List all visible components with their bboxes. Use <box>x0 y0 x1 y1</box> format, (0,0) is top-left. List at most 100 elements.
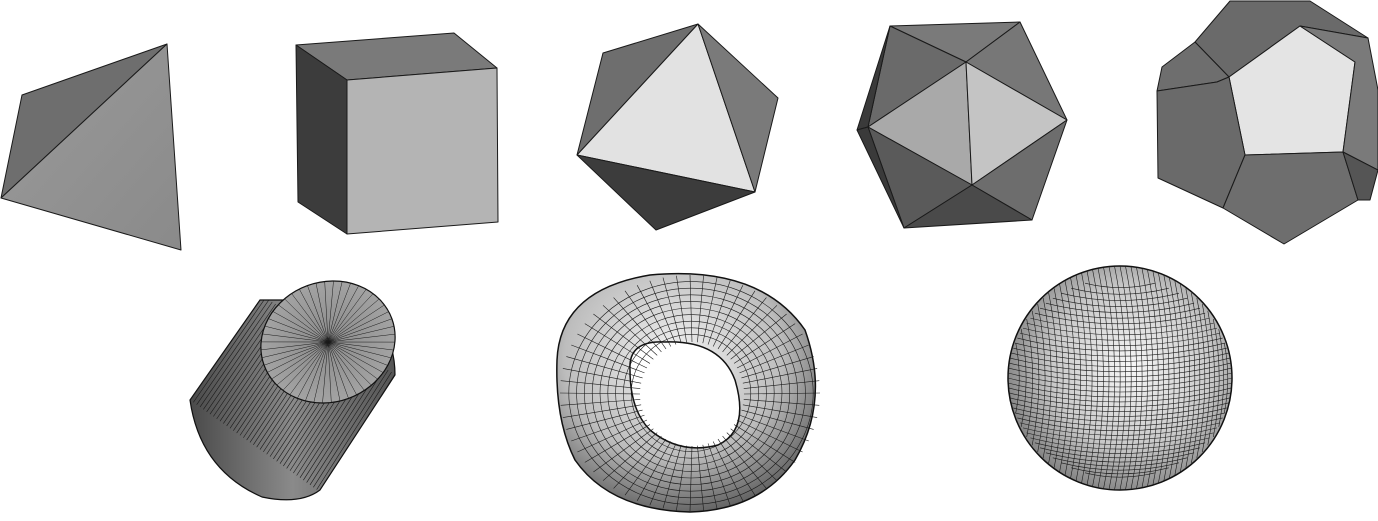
mesh-line <box>284 298 329 343</box>
mesh-line <box>1158 273 1170 483</box>
mesh-line <box>1026 322 1214 336</box>
mesh-line <box>1084 282 1156 288</box>
mesh-line <box>1034 312 1206 325</box>
mesh-line <box>1031 310 1040 446</box>
mesh-line <box>624 438 667 496</box>
mesh-line <box>289 341 329 395</box>
mesh-line <box>1008 387 1232 403</box>
mesh-line <box>278 304 329 343</box>
mesh-line <box>1213 318 1220 438</box>
mesh-line <box>193 300 266 403</box>
mesh-line <box>327 281 343 343</box>
mesh-line <box>607 314 775 472</box>
mesh-line <box>1071 287 1169 295</box>
mesh-line <box>584 294 798 492</box>
mesh-line <box>730 428 787 473</box>
mesh-line <box>1019 422 1221 436</box>
mesh-line <box>196 300 270 405</box>
mesh-line <box>1119 266 1132 490</box>
mesh-line <box>730 313 787 360</box>
mesh-line <box>1010 397 1230 412</box>
mesh-line <box>307 285 329 343</box>
cylinder-top-mesh <box>260 280 396 404</box>
mesh-line <box>1207 310 1215 446</box>
mesh-line <box>203 303 276 410</box>
dodecahedron-shape <box>1156 0 1378 245</box>
mesh-line <box>1070 277 1081 479</box>
torus-mesh <box>559 274 821 512</box>
mesh-line <box>636 441 672 501</box>
mesh-line <box>1059 284 1070 472</box>
mesh-line <box>624 290 667 350</box>
dodecahedron-face-right <box>1299 25 1378 171</box>
cube-face-front <box>346 67 499 235</box>
torus-body <box>556 272 817 513</box>
mesh-line <box>689 445 693 512</box>
mesh-line <box>1152 271 1164 485</box>
mesh-line <box>1045 452 1195 463</box>
mesh-line <box>1196 297 1206 459</box>
mesh-line <box>1163 275 1175 481</box>
mesh-line <box>726 305 778 356</box>
mesh-line <box>615 320 767 466</box>
mesh-line <box>1108 266 1121 490</box>
mesh-line <box>315 283 329 343</box>
mesh-line <box>662 277 682 344</box>
mesh-line <box>327 341 394 351</box>
mesh-line <box>327 285 359 343</box>
mesh-line <box>1191 292 1201 464</box>
mesh-line <box>327 341 384 373</box>
mesh-line <box>327 289 367 343</box>
mesh-line <box>1045 302 1195 313</box>
mesh-line <box>327 283 351 343</box>
mesh-line <box>327 304 385 343</box>
mesh-line <box>309 367 386 486</box>
mesh-line <box>689 274 693 343</box>
mesh-line <box>591 301 791 485</box>
mesh-line <box>662 444 682 509</box>
mesh-line <box>722 435 767 489</box>
mesh-line <box>267 341 329 373</box>
mesh-line <box>327 341 357 395</box>
mesh-line <box>1015 342 1020 414</box>
mesh-line <box>717 290 756 350</box>
icosahedron-shape <box>856 21 1068 229</box>
mesh-line <box>268 318 329 343</box>
mesh-line <box>613 435 662 489</box>
mesh-line <box>1019 332 1221 346</box>
mesh-line <box>282 341 329 391</box>
mesh-line <box>327 293 374 343</box>
mesh-line <box>1114 266 1126 490</box>
mesh-line <box>1064 280 1076 476</box>
mesh-line <box>630 334 752 452</box>
mesh-line <box>327 326 395 343</box>
mesh-line <box>260 341 329 351</box>
mesh-line <box>636 285 672 347</box>
sphere-mesh <box>1008 266 1232 490</box>
tetrahedron-shape <box>0 43 182 251</box>
mesh-line <box>264 341 329 366</box>
mesh-line <box>1015 412 1225 427</box>
mesh-line <box>702 444 718 509</box>
mesh-line <box>623 327 759 459</box>
octahedron-face-right <box>697 23 779 193</box>
icosahedron-face-10 <box>856 126 905 229</box>
cylinder-shape <box>189 280 396 501</box>
mesh-line <box>1185 288 1196 468</box>
tetrahedron-face-front <box>0 43 182 251</box>
mesh-line <box>299 289 329 343</box>
mesh-line <box>327 341 372 386</box>
mesh-line <box>584 323 651 364</box>
mesh-line <box>324 281 329 343</box>
mesh-line <box>1030 437 1210 450</box>
mesh-line <box>1130 266 1143 490</box>
mesh-line <box>1026 432 1214 445</box>
mesh-line <box>568 281 814 505</box>
mesh-line <box>297 341 329 399</box>
mesh-line <box>1042 297 1052 459</box>
mesh-line <box>1136 267 1148 489</box>
mesh-line <box>1020 329 1027 427</box>
dodecahedron-face-bottom-right <box>1342 151 1378 201</box>
mesh-line <box>1180 284 1191 472</box>
